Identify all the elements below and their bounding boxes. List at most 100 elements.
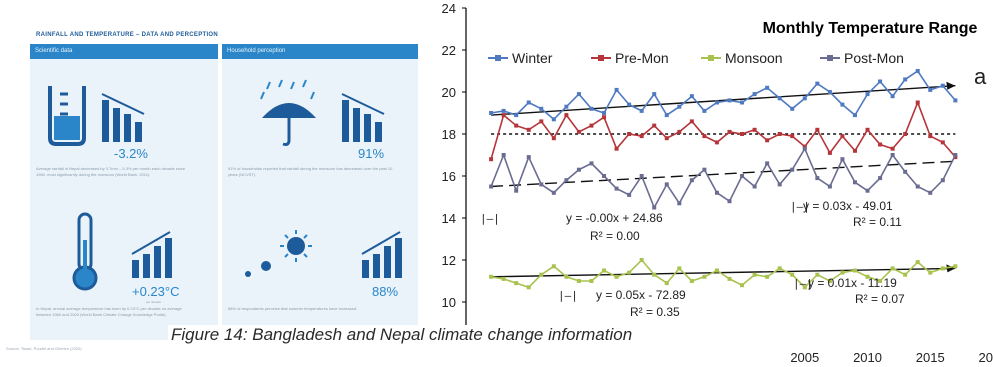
data-point <box>677 201 682 206</box>
trendline-post-mon <box>491 160 956 188</box>
data-point <box>576 167 581 172</box>
household-perception-header: Household perception <box>222 44 418 59</box>
trend-r-squared: R² = 0.35 <box>630 305 680 319</box>
data-point <box>802 146 807 151</box>
data-point <box>564 104 569 109</box>
decreasing-bars-icon <box>101 93 145 142</box>
temperature-change-value: +0.23°C <box>132 284 180 299</box>
data-point <box>765 138 770 143</box>
increasing-bars-icon <box>361 231 402 278</box>
temperature-chart: 10 12 14 16 18 20 22 24 2005 2010 2015 2020 Monthly … <box>418 0 993 367</box>
data-point <box>752 272 757 277</box>
data-point <box>639 134 644 139</box>
data-point <box>953 264 958 269</box>
infographic-title: RAINFALL AND TEMPERATURE – DATA AND PERC… <box>36 32 219 38</box>
data-point <box>852 148 857 153</box>
data-point <box>489 111 494 115</box>
data-point <box>652 272 657 277</box>
data-point <box>865 188 870 193</box>
data-point <box>639 258 644 262</box>
data-point <box>740 174 745 178</box>
x-tick-label: 2010 <box>853 350 882 365</box>
data-point <box>878 279 883 283</box>
data-point <box>539 272 544 277</box>
data-point <box>514 281 519 286</box>
data-point <box>928 190 933 195</box>
data-point <box>539 182 544 187</box>
y-tick-label: 22 <box>442 43 456 58</box>
data-point <box>802 285 807 290</box>
data-point <box>953 155 958 160</box>
data-point <box>501 113 506 118</box>
data-point <box>689 279 694 283</box>
data-point <box>815 272 820 277</box>
trend-equation: y = 0.01x - 11.19 <box>808 276 897 290</box>
data-point <box>928 87 933 92</box>
data-point <box>840 270 845 275</box>
data-point <box>878 142 883 147</box>
data-point <box>614 146 619 151</box>
temperature-perception-value: 88% <box>372 284 399 299</box>
data-point <box>714 190 719 195</box>
data-point <box>915 100 920 105</box>
data-point <box>576 92 581 97</box>
trend-equation: y = -0.00x + 24.86 <box>566 211 663 225</box>
data-point <box>878 176 883 181</box>
data-point <box>664 113 669 118</box>
equation-marker: |—| <box>480 212 500 225</box>
data-point <box>740 283 745 288</box>
data-point <box>928 270 933 275</box>
data-point <box>727 98 732 103</box>
temperature-chart-svg: 10 12 14 16 18 20 22 24 2005 2010 2015 2020 Monthly … <box>442 1 993 365</box>
trend-r-squared: R² = 0.11 <box>853 215 902 229</box>
data-point <box>677 129 682 134</box>
data-point <box>802 144 807 149</box>
rainfall-perception-value: 91% <box>358 146 385 161</box>
data-point <box>903 132 908 136</box>
data-point <box>890 94 895 99</box>
data-point <box>576 129 581 134</box>
y-tick-label: 12 <box>442 253 456 268</box>
data-point <box>602 174 607 178</box>
data-point <box>752 184 757 189</box>
data-point <box>790 134 795 139</box>
data-point <box>551 136 556 141</box>
panel-letter: a <box>974 64 987 89</box>
data-point <box>677 266 682 271</box>
data-point <box>639 174 644 178</box>
trend-r-squared: R² = 0.07 <box>855 292 905 306</box>
data-point <box>940 266 945 271</box>
temperature-change-text: In Nepal, annual average temperature has… <box>36 306 182 317</box>
data-point <box>602 111 607 115</box>
data-point <box>815 176 820 181</box>
trend-equation: y = 0.05x - 72.89 <box>596 288 686 302</box>
data-point <box>815 127 820 132</box>
data-point <box>526 155 531 160</box>
data-point <box>564 274 569 279</box>
scientific-data-column: Scientific data -3.2% Average rainfall i… <box>30 44 218 340</box>
temperature-perception-text: 88% of respondents perceive that summer … <box>228 306 358 311</box>
data-point <box>827 279 832 283</box>
data-point <box>903 169 908 174</box>
data-point <box>627 192 632 197</box>
data-point <box>501 276 506 281</box>
rain-gauge-icon <box>48 86 86 146</box>
data-point <box>501 153 506 157</box>
data-point <box>689 119 694 124</box>
y-tick-label: 24 <box>442 1 456 16</box>
data-point <box>840 134 845 139</box>
data-point <box>702 167 707 172</box>
data-point <box>702 108 707 113</box>
data-point <box>689 94 694 99</box>
data-point <box>576 279 581 283</box>
data-point <box>589 279 594 283</box>
data-point <box>551 117 556 122</box>
data-point <box>564 178 569 183</box>
equation-marker: |—| <box>558 289 578 302</box>
household-perception-column: Household perception 91% 91% of househol… <box>222 44 418 340</box>
data-point <box>765 274 770 279</box>
data-point <box>526 285 531 290</box>
data-point <box>878 79 883 84</box>
increasing-bars-icon <box>131 231 172 278</box>
data-point <box>765 85 770 90</box>
